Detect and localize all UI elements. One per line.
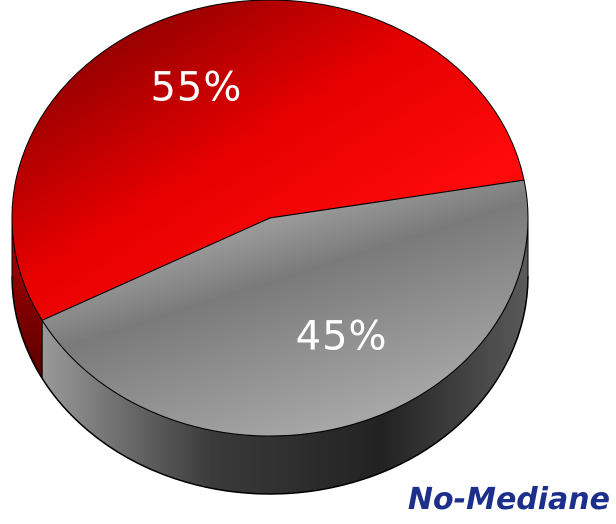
pie-bottom-rim <box>11 275 529 495</box>
chart-caption: No-Mediane <box>407 482 610 517</box>
pie-slice-label-1: 55% <box>150 64 242 110</box>
pie-label-layer: 55% 45% <box>150 64 388 360</box>
pie-slice-label-2: 45% <box>296 314 388 360</box>
pie-top-layer <box>11 0 529 437</box>
pie-slice-2 <box>41 179 529 437</box>
pie-slice-1 <box>11 0 525 321</box>
